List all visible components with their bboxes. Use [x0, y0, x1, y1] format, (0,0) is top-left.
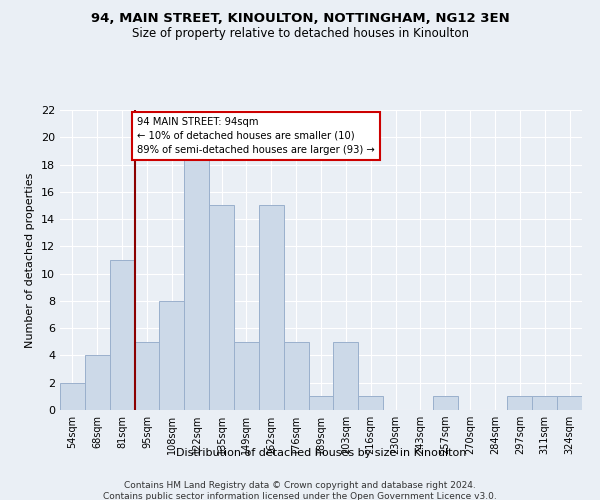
- Bar: [334, 342, 358, 410]
- Bar: [532, 396, 557, 410]
- Bar: [209, 206, 234, 410]
- Bar: [60, 382, 85, 410]
- Bar: [284, 342, 308, 410]
- Bar: [308, 396, 334, 410]
- Bar: [557, 396, 582, 410]
- Bar: [85, 356, 110, 410]
- Bar: [259, 206, 284, 410]
- Bar: [433, 396, 458, 410]
- Bar: [160, 301, 184, 410]
- Text: 94, MAIN STREET, KINOULTON, NOTTINGHAM, NG12 3EN: 94, MAIN STREET, KINOULTON, NOTTINGHAM, …: [91, 12, 509, 26]
- Text: Size of property relative to detached houses in Kinoulton: Size of property relative to detached ho…: [131, 28, 469, 40]
- Text: Distribution of detached houses by size in Kinoulton: Distribution of detached houses by size …: [176, 448, 466, 458]
- Bar: [134, 342, 160, 410]
- Bar: [234, 342, 259, 410]
- Text: Contains HM Land Registry data © Crown copyright and database right 2024.: Contains HM Land Registry data © Crown c…: [124, 481, 476, 490]
- Y-axis label: Number of detached properties: Number of detached properties: [25, 172, 35, 348]
- Text: 94 MAIN STREET: 94sqm
← 10% of detached houses are smaller (10)
89% of semi-deta: 94 MAIN STREET: 94sqm ← 10% of detached …: [137, 117, 375, 155]
- Text: Contains public sector information licensed under the Open Government Licence v3: Contains public sector information licen…: [103, 492, 497, 500]
- Bar: [358, 396, 383, 410]
- Bar: [508, 396, 532, 410]
- Bar: [184, 151, 209, 410]
- Bar: [110, 260, 134, 410]
